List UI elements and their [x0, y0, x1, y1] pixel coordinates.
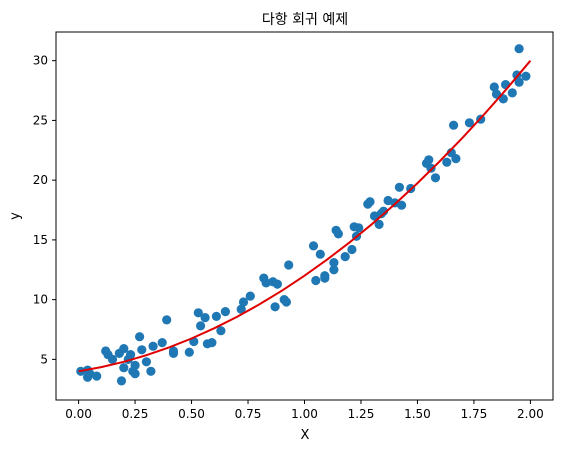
data-point	[196, 321, 206, 331]
data-point	[333, 229, 343, 239]
data-point	[245, 291, 255, 301]
data-point	[374, 219, 384, 229]
data-point	[430, 173, 441, 183]
data-point	[489, 82, 499, 92]
data-point	[238, 297, 249, 307]
data-point	[116, 376, 127, 386]
chart-title: 다항 회귀 예제	[262, 12, 348, 28]
y-axis-label: y	[8, 212, 23, 220]
data-point	[354, 223, 364, 233]
data-point	[464, 118, 474, 128]
data-point	[220, 307, 230, 317]
data-point	[157, 338, 167, 348]
data-point	[521, 71, 531, 81]
y-tick-label: 15	[33, 233, 48, 247]
data-point	[308, 241, 319, 251]
data-point	[162, 315, 172, 325]
data-point	[107, 354, 118, 364]
data-point	[207, 338, 217, 348]
data-point	[148, 341, 158, 351]
data-point	[236, 304, 246, 314]
data-point	[514, 44, 524, 54]
data-point	[340, 252, 350, 262]
x-tick-label: 0.25	[122, 407, 149, 421]
data-point	[284, 260, 294, 270]
x-tick-label: 1.00	[291, 407, 318, 421]
data-point	[130, 360, 140, 370]
data-point	[442, 157, 452, 167]
data-point	[424, 155, 434, 165]
data-point	[394, 182, 404, 192]
data-point	[449, 120, 459, 130]
data-point	[119, 344, 129, 354]
data-point	[507, 88, 517, 98]
data-point	[451, 154, 461, 164]
data-point	[329, 265, 339, 275]
data-point	[315, 249, 325, 259]
data-point	[137, 345, 147, 355]
data-point	[365, 197, 375, 207]
y-tick-label: 10	[33, 293, 48, 307]
data-point	[397, 200, 407, 210]
data-point	[193, 308, 203, 318]
data-point	[130, 369, 140, 379]
x-tick-label: 0.50	[178, 407, 205, 421]
y-tick-label: 30	[33, 54, 48, 68]
data-point	[270, 302, 280, 312]
data-point	[184, 347, 194, 357]
x-axis-label: X	[301, 428, 310, 443]
data-point	[146, 366, 156, 376]
data-point	[92, 371, 102, 381]
x-tick-label: 2.00	[517, 407, 544, 421]
data-point	[347, 244, 357, 255]
data-point	[168, 346, 179, 356]
data-point	[119, 363, 129, 373]
data-point	[200, 313, 210, 323]
x-tick-label: 1.25	[348, 407, 375, 421]
regression-line	[78, 60, 532, 373]
data-point	[426, 163, 436, 173]
data-point	[261, 278, 271, 288]
data-point	[141, 357, 151, 367]
x-tick-label: 1.50	[404, 407, 431, 421]
data-point	[216, 326, 226, 336]
data-point	[272, 279, 282, 289]
data-point	[211, 311, 221, 321]
x-tick-label: 0.00	[65, 407, 92, 421]
y-tick-label: 5	[40, 352, 48, 366]
y-tick-label: 20	[33, 173, 48, 187]
fit-line-series	[78, 60, 532, 373]
y-axis-ticks: 5 10 15 20 25 30	[33, 54, 56, 366]
x-tick-label: 0.75	[235, 407, 262, 421]
x-axis-ticks: 0.00 0.25 0.50 0.75 1.00 1.25 1.50 1.75 2.00	[65, 400, 544, 421]
data-point	[311, 275, 321, 286]
data-point	[135, 332, 145, 342]
data-point	[281, 297, 291, 307]
data-point	[126, 350, 136, 360]
data-point	[514, 77, 524, 87]
y-tick-label: 25	[33, 113, 48, 127]
x-tick-label: 1.75	[461, 407, 488, 421]
data-point	[379, 206, 389, 216]
data-point	[320, 273, 330, 283]
data-point	[329, 258, 339, 268]
